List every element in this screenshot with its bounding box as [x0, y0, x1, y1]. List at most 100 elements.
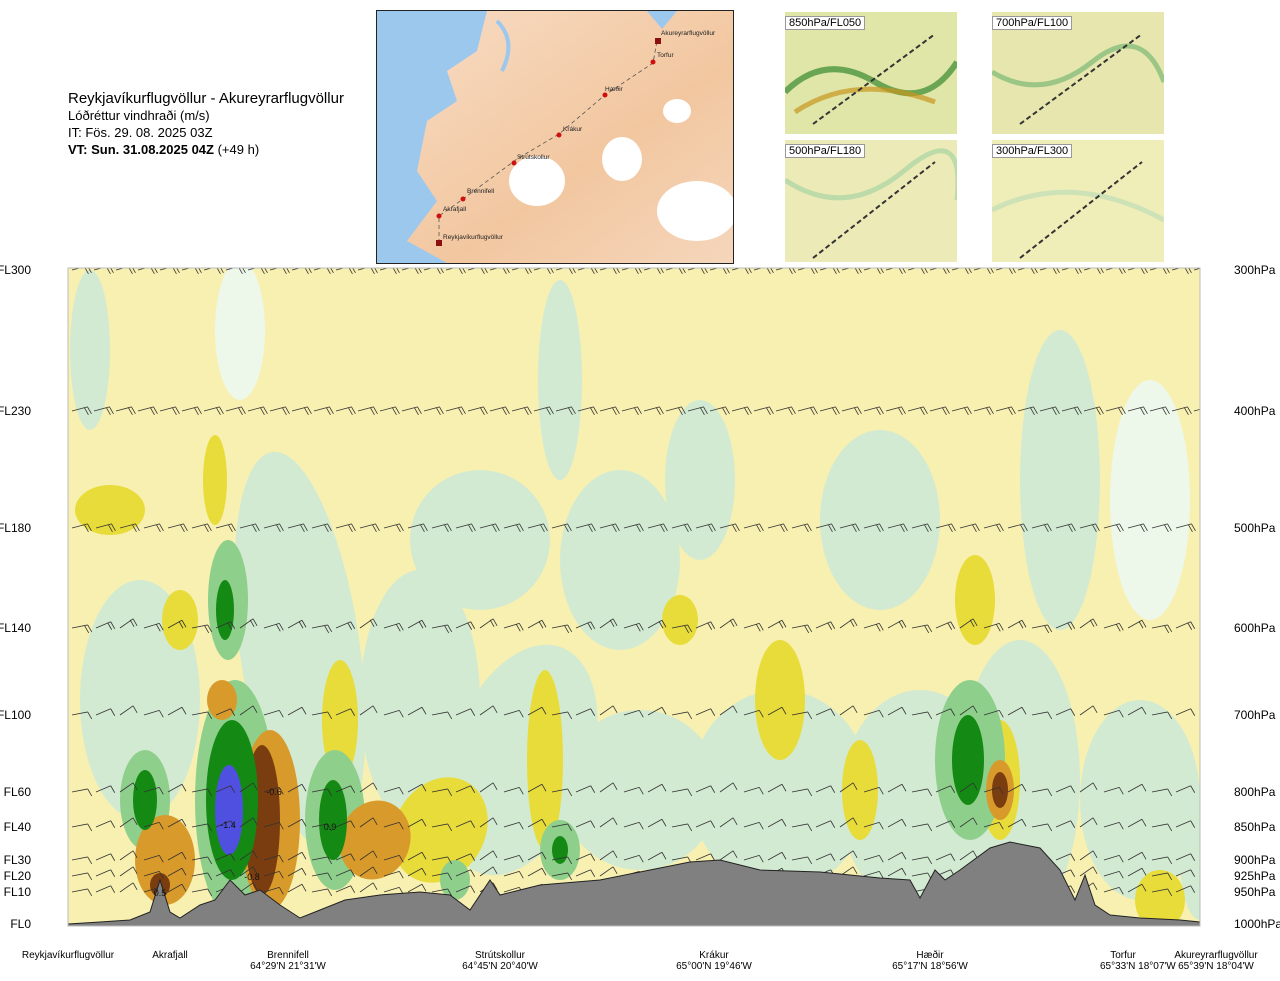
wind-barb — [719, 817, 738, 828]
wind-barb — [335, 820, 356, 828]
wind-barb — [929, 406, 950, 416]
wind-barb — [815, 523, 836, 533]
wind-barb — [1055, 785, 1076, 793]
wind-barb — [239, 817, 258, 828]
wind-barb — [983, 821, 1004, 830]
wind-barb — [695, 708, 716, 716]
wind-barb — [959, 705, 978, 716]
contour-label: 0.5 — [154, 888, 167, 898]
wind-barb — [167, 783, 187, 793]
wind-barb — [1079, 705, 1098, 716]
chart-header: Reykjavíkurflugvöllur - Akureyrarflugvöl… — [68, 90, 378, 158]
wind-barb — [791, 523, 812, 533]
wind-barb — [863, 406, 884, 416]
wind-barb — [335, 785, 356, 793]
wind-barb — [1055, 708, 1076, 716]
wind-barb — [911, 788, 933, 797]
wind-barb — [119, 817, 138, 828]
wind-barb — [839, 817, 858, 828]
wind-barb — [1079, 817, 1098, 828]
wind-barb — [1127, 818, 1147, 828]
wind-barb — [1031, 523, 1052, 533]
wind-barb — [935, 853, 956, 861]
wind-barb — [215, 621, 236, 630]
wind-barb — [215, 523, 236, 533]
wind-barb — [167, 867, 187, 877]
wind-barb — [407, 867, 427, 877]
thumbnail-label: 300hPa/FL300 — [992, 144, 1073, 158]
wind-region — [665, 400, 735, 560]
wind-barb — [775, 406, 796, 416]
wind-barb — [379, 406, 400, 416]
wind-barb — [511, 406, 532, 416]
wind-region — [955, 555, 995, 645]
wind-barb — [911, 624, 933, 634]
wind-barb — [287, 706, 307, 716]
wind-barb — [71, 624, 93, 634]
wind-barb — [839, 782, 858, 793]
wind-barb — [1007, 706, 1027, 716]
wind-barb — [479, 705, 498, 716]
wind-barb — [647, 818, 667, 828]
wind-barb — [335, 885, 356, 893]
wind-barb — [383, 786, 404, 795]
wind-barb — [1079, 523, 1100, 533]
wind-barb — [527, 523, 548, 533]
wind-barb — [239, 866, 258, 877]
thumbnail-300hpa[interactable]: 300hPa/FL300 — [992, 140, 1164, 262]
wind-barb — [911, 856, 933, 865]
wind-barb — [359, 782, 378, 793]
thumbnail-700hpa[interactable]: 700hPa/FL100 — [992, 12, 1164, 134]
wind-barb — [1055, 621, 1076, 630]
wind-region — [992, 772, 1008, 808]
wind-barb — [263, 854, 284, 863]
wind-barb — [719, 618, 738, 629]
wind-barb — [1103, 709, 1124, 718]
wind-barb — [575, 820, 596, 828]
variable-subtitle: Lóðréttur vindhraði (m/s) — [68, 108, 210, 123]
wind-barb — [863, 786, 884, 795]
wind-barb — [959, 618, 978, 629]
wind-barb — [263, 786, 284, 795]
wind-barb — [647, 619, 667, 629]
wind-barb — [841, 406, 862, 416]
wind-barb — [503, 523, 524, 533]
wind-barb — [287, 818, 307, 828]
wind-barb — [527, 851, 547, 861]
wind-barb — [407, 706, 427, 716]
location-krakur: Krákur 65°00'N 19°46'W — [676, 950, 752, 972]
y-left-tick-label: FL20 — [4, 869, 32, 883]
wind-barb — [239, 782, 258, 793]
y-left-tick-label: FL10 — [4, 885, 32, 899]
wind-barb — [695, 853, 716, 861]
wind-barb — [671, 711, 693, 720]
wind-barb — [551, 523, 572, 533]
wind-barb — [359, 866, 378, 877]
wind-barb — [911, 711, 933, 720]
wind-barb — [815, 708, 836, 716]
wind-barb — [311, 888, 333, 897]
thumbnail-850hpa[interactable]: 850hPa/FL050 — [785, 12, 957, 134]
location-brennifell: Brennifell 64°29'N 21°31'W — [250, 950, 326, 972]
wind-barb — [863, 870, 884, 879]
wind-barb — [311, 711, 333, 720]
wind-barb — [215, 820, 236, 828]
wind-barb — [743, 709, 764, 718]
wind-barb — [311, 856, 333, 865]
wind-barb — [1151, 711, 1173, 720]
wind-barb — [191, 523, 212, 533]
wind-barb — [1175, 621, 1196, 630]
wind-barb — [527, 619, 547, 629]
wind-barb — [1151, 624, 1173, 634]
wind-barb — [455, 885, 476, 893]
wind-barb — [359, 705, 378, 716]
wind-barb — [143, 854, 164, 863]
wind-region — [560, 470, 680, 650]
wind-barb — [863, 854, 884, 863]
wind-barb — [1127, 851, 1147, 861]
thumbnail-500hpa[interactable]: 500hPa/FL180 — [785, 140, 957, 262]
wind-barb — [647, 523, 668, 533]
y-left-tick-label: FL60 — [4, 785, 32, 799]
wind-barb — [119, 850, 138, 861]
wind-region — [820, 430, 940, 610]
